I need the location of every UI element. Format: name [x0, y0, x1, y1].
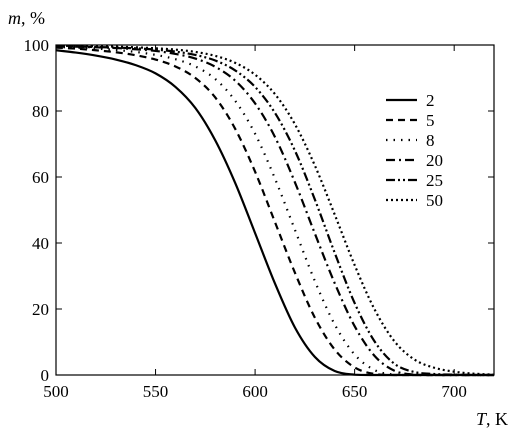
x-tick-label: 650 [342, 382, 368, 401]
legend-label-5: 5 [426, 111, 435, 130]
axis-unit: , % [21, 8, 45, 28]
x-axis-title: T, K [476, 409, 508, 429]
legend-label-25: 25 [426, 171, 443, 190]
x-tick-label: 500 [43, 382, 69, 401]
y-axis-title: m, % [8, 8, 45, 28]
x-tick-label: 700 [441, 382, 467, 401]
legend-label-2: 2 [426, 91, 435, 110]
series-line-8 [55, 45, 494, 377]
legend-label-50: 50 [426, 191, 443, 210]
series-line-20 [55, 45, 494, 377]
x-tick-label: 550 [143, 382, 169, 401]
plot-border [55, 44, 495, 376]
series-layer [55, 44, 495, 377]
y-tick-label: 80 [32, 102, 49, 121]
series-line-50 [55, 44, 495, 376]
y-tick-label: 0 [41, 366, 50, 385]
x-tick-label: 600 [242, 382, 268, 401]
y-tick-label: 40 [32, 234, 49, 253]
legend-label-20: 20 [426, 151, 443, 170]
y-tick-label: 60 [32, 168, 49, 187]
plot-area [55, 44, 495, 376]
y-tick-label: 20 [32, 300, 49, 319]
legend-label-8: 8 [426, 131, 435, 150]
series-line-25 [55, 45, 494, 377]
axis-symbol: m [8, 8, 21, 28]
axis-unit: , K [486, 409, 508, 429]
y-tick-label: 100 [24, 36, 50, 55]
axis-symbol: T [476, 409, 488, 429]
